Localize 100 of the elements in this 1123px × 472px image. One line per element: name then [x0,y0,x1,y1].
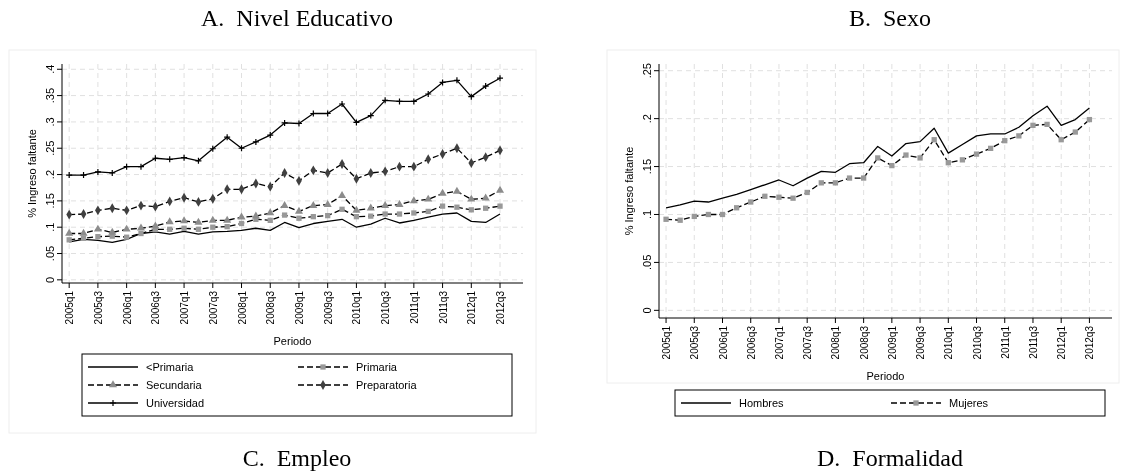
point [860,175,867,181]
point [280,200,289,208]
point [223,215,232,223]
x-tick-label: 2009q1 [886,325,898,360]
text: C. Empleo [242,445,352,471]
point [409,196,418,204]
point [323,199,332,207]
point [439,149,446,159]
point [95,234,101,240]
point [496,185,505,193]
x-tick-label: 2005q3 [92,290,104,325]
x-tick-label: 2005q1 [661,325,673,360]
point [352,205,361,213]
x-tick-label: 2005q3 [689,325,701,360]
y-axis-title: % Ingreso faltante [623,146,635,236]
point [482,82,490,90]
point [395,199,404,207]
x-tick-label: 2010q3 [380,290,392,325]
legend-label: <Primaria [146,361,195,373]
y-tick-label: .3 [44,117,56,127]
point [776,194,782,200]
point [108,169,116,177]
point [875,155,881,161]
point [382,211,388,217]
point [468,158,475,168]
point [1016,133,1022,139]
point [1030,122,1036,128]
x-tick-label: 2008q3 [265,290,277,325]
y-tick-label: .1 [44,222,56,232]
legend-label: Mujeres [949,397,989,409]
point [846,175,853,181]
point [1044,121,1050,128]
y-tick-label: .05 [44,245,56,262]
point [208,215,217,223]
point [79,228,88,236]
text: D. Formalidad [817,445,963,471]
x-tick-label: 2012q3 [1084,325,1096,360]
x-tick-label: 2008q1 [236,290,248,325]
point [748,199,754,205]
point [467,194,476,202]
x-tick-label: 2009q1 [293,290,305,325]
point [368,213,374,219]
point [324,168,331,178]
x-tick-label: 2007q3 [802,325,814,360]
y-tick-label: .1 [641,209,653,220]
x-tick-label: 2011q3 [1027,325,1039,359]
y-tick-label: .2 [44,169,56,180]
point [65,228,74,236]
x-axis-title: Periodo [273,335,312,347]
x-tick-label: 2010q1 [943,325,955,360]
x-tick-label: 2011q3 [437,290,449,324]
point [396,211,403,217]
point [917,155,923,161]
x-tick-label: 2012q1 [1056,325,1068,360]
x-tick-label: 2010q3 [971,325,983,360]
point [454,204,460,210]
point [195,197,202,207]
x-tick-label: 2010q1 [351,290,363,325]
point [296,215,302,221]
point [294,206,303,214]
point [79,171,88,179]
point [237,212,246,220]
y-tick-label: .2 [641,114,653,124]
point [381,200,390,208]
point [338,190,347,198]
x-tick-label: 2009q3 [915,325,927,360]
point [411,210,417,216]
point [338,100,346,108]
x-tick-label: 2006q1 [121,290,133,325]
point [122,224,131,232]
point [252,138,260,146]
point [136,223,146,231]
point [410,97,418,105]
point [309,200,318,208]
y-axis-title: % Ingreso faltante [26,129,38,218]
chart-title: B. Sexo [848,5,932,31]
point [180,154,188,162]
point [790,195,796,201]
legend-label: Primaria [356,361,398,373]
point [93,224,102,232]
x-tick-label: 2011q1 [408,290,420,324]
point [281,119,289,127]
point [138,230,144,237]
y-tick-label: 0 [641,307,653,314]
point [424,194,433,202]
point [381,96,389,104]
point [497,203,503,209]
x-tick-label: 2006q1 [717,325,729,360]
point [194,157,203,165]
x-tick-label: 2008q1 [830,325,842,360]
point [1072,129,1078,135]
point [424,90,432,98]
point [180,216,189,224]
x-tick-label: 2012q1 [466,290,478,325]
x-axis-title: Periodo [866,370,905,382]
y-tick-label: .25 [44,140,56,156]
x-tick-label: 2009q3 [322,290,334,325]
y-tick-label: .25 [641,63,653,79]
point [137,163,145,171]
point [181,225,187,231]
